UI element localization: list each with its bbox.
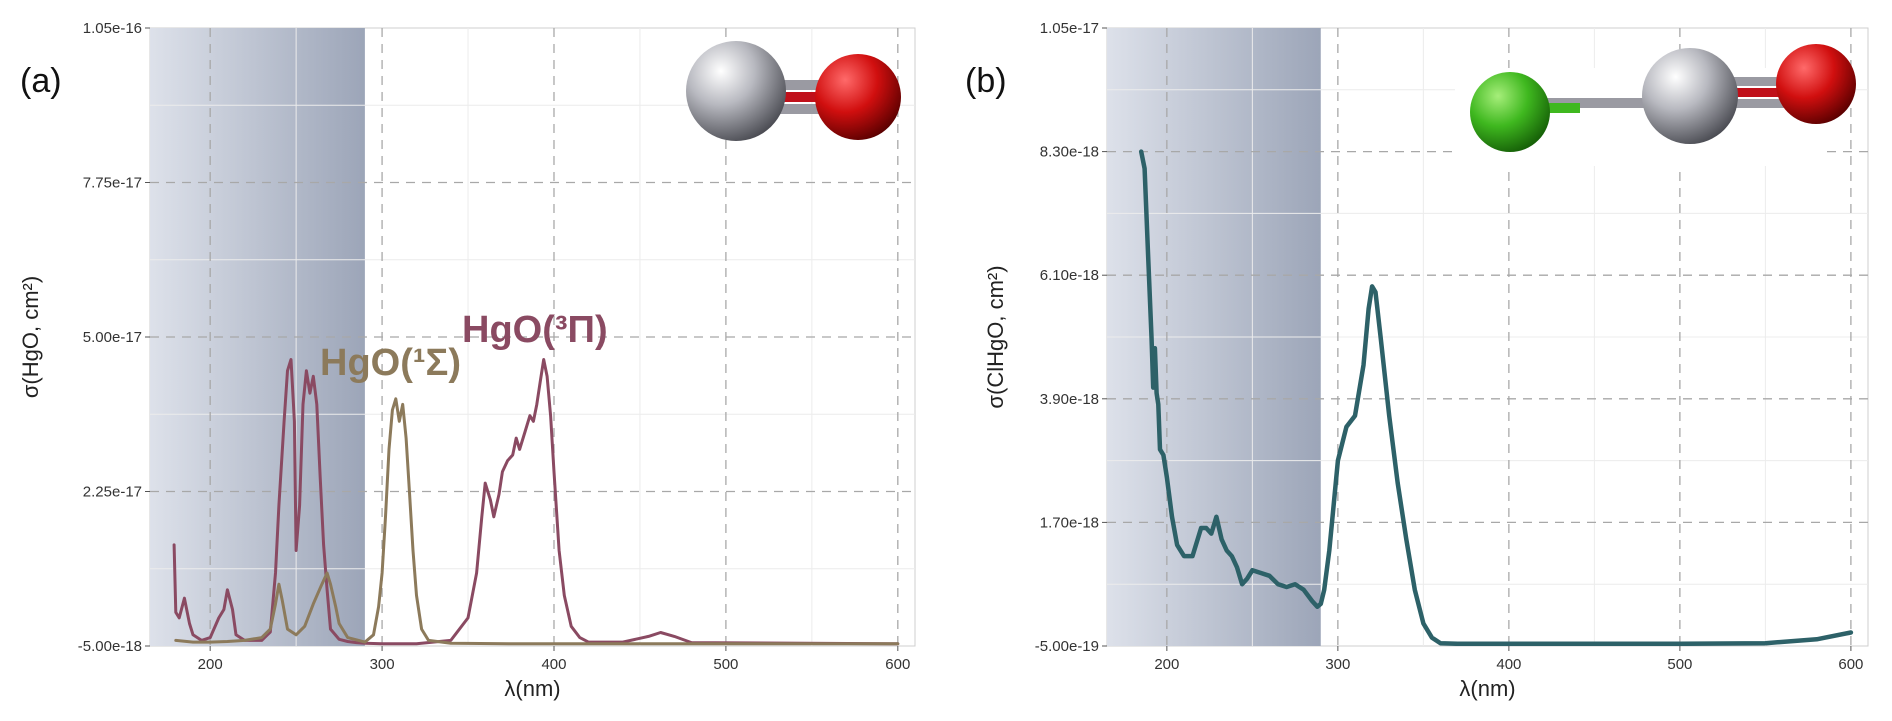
x-tick-label: 300: [370, 656, 395, 673]
x-tick-label: 400: [1496, 656, 1521, 673]
y-tick-label: 2.25e-17: [83, 484, 142, 501]
panel-b: 200 300 400 500 600 -5.00e-19 1.70e-18 3.90e-18…: [965, 20, 1869, 701]
y-tick-label: -5.00e-19: [1035, 638, 1099, 655]
grid-b: [1107, 28, 1868, 646]
y-axis-label-a: σ(HgO, cm²): [18, 276, 43, 398]
x-tick-label: 500: [1667, 656, 1692, 673]
y-tick-label: 8.30e-18: [1040, 144, 1099, 161]
x-tick-label: 200: [198, 656, 223, 673]
x-tick-label: 400: [541, 656, 566, 673]
panel-label-b: (b): [965, 62, 1007, 100]
series-line-1: [1138, 149, 1854, 646]
series-line-2: [174, 397, 900, 646]
y-tick-label: 5.00e-17: [83, 329, 142, 346]
y-tick-label: 7.75e-17: [83, 175, 142, 192]
y-tick-label: 3.90e-18: [1040, 391, 1099, 408]
y-tick-label: 6.10e-18: [1040, 267, 1099, 284]
panel-a: 200 300 400 500 600 -5.00e-18 2.25e-17 5.00e-17…: [18, 20, 916, 701]
y-tick-label: 1.70e-18: [1040, 514, 1099, 531]
ticks-a: 200 300 400 500 600 -5.00e-18 2.25e-17 5.00e-17…: [78, 20, 911, 673]
hgo-molecule-icon: [686, 41, 901, 141]
x-tick-label: 600: [885, 656, 910, 673]
series-group-b: [1138, 149, 1854, 646]
y-tick-label: -5.00e-18: [78, 638, 142, 655]
x-axis-label-b: λ(nm): [1459, 676, 1515, 701]
x-tick-label: 300: [1325, 656, 1350, 673]
annotation-hgo-pi: HgO(³Π): [462, 309, 608, 351]
series-group-a: [172, 358, 900, 646]
x-tick-label: 600: [1838, 656, 1863, 673]
x-tick-label: 500: [713, 656, 738, 673]
panel-label-a: (a): [20, 62, 62, 100]
ticks-b: 200 300 400 500 600 -5.00e-19 1.70e-18 3.90e-18…: [1035, 20, 1864, 673]
annotation-hgo-sigma: HgO(¹Σ): [320, 342, 461, 384]
clhgo-molecule-icon: [1455, 44, 1856, 166]
x-tick-label: 200: [1154, 656, 1179, 673]
y-axis-label-b: σ(ClHgO, cm²): [983, 265, 1008, 408]
series-line-1: [172, 358, 900, 646]
x-axis-label-a: λ(nm): [504, 676, 560, 701]
y-tick-label: 1.05e-17: [1040, 20, 1099, 37]
y-tick-label: 1.05e-16: [83, 20, 142, 37]
grid-a: [150, 28, 915, 646]
